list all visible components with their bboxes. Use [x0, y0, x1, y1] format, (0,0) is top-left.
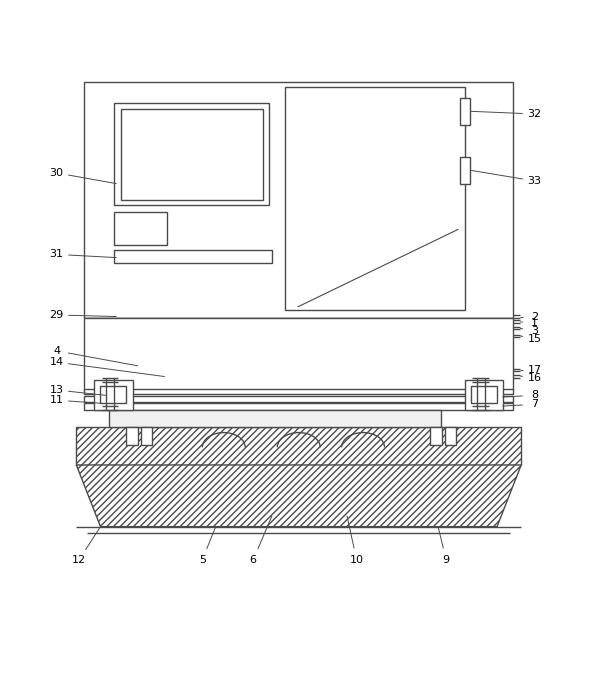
Bar [84, 318, 513, 390]
Text: 32: 32 [527, 109, 541, 119]
Bar [471, 386, 497, 403]
Bar [84, 396, 513, 402]
Text: 7: 7 [531, 399, 538, 410]
Bar [460, 157, 470, 183]
Bar [126, 427, 138, 445]
Text: 17: 17 [527, 365, 541, 375]
Text: 11: 11 [49, 395, 63, 405]
Bar [114, 250, 272, 263]
Text: 6: 6 [249, 555, 257, 565]
Text: 3: 3 [531, 326, 538, 336]
Polygon shape [76, 465, 521, 527]
Bar [84, 389, 513, 394]
Text: 10: 10 [350, 555, 363, 565]
Bar [114, 104, 269, 205]
Text: 4: 4 [53, 346, 60, 356]
Bar [445, 427, 456, 445]
Text: 14: 14 [49, 357, 63, 367]
Bar [94, 380, 132, 410]
Bar [121, 108, 263, 200]
Bar [76, 427, 521, 465]
Bar [108, 410, 441, 427]
Text: 5: 5 [199, 555, 206, 565]
Text: 2: 2 [531, 311, 538, 322]
Text: 16: 16 [527, 372, 541, 383]
Bar [285, 87, 465, 309]
Text: 29: 29 [49, 310, 63, 320]
Bar [465, 380, 503, 410]
Text: 12: 12 [72, 555, 86, 565]
Bar [100, 386, 126, 403]
Bar [430, 427, 442, 445]
Text: 8: 8 [531, 391, 538, 400]
Text: 31: 31 [49, 249, 63, 259]
Bar [140, 427, 152, 445]
Text: 1: 1 [531, 318, 538, 328]
Text: 9: 9 [442, 555, 450, 565]
Text: 15: 15 [527, 334, 541, 344]
Bar [460, 98, 470, 125]
Text: 30: 30 [49, 168, 63, 178]
Bar [84, 403, 513, 410]
Text: 33: 33 [527, 176, 541, 186]
Text: 13: 13 [49, 385, 63, 395]
Bar [84, 82, 513, 318]
Bar [114, 212, 168, 245]
